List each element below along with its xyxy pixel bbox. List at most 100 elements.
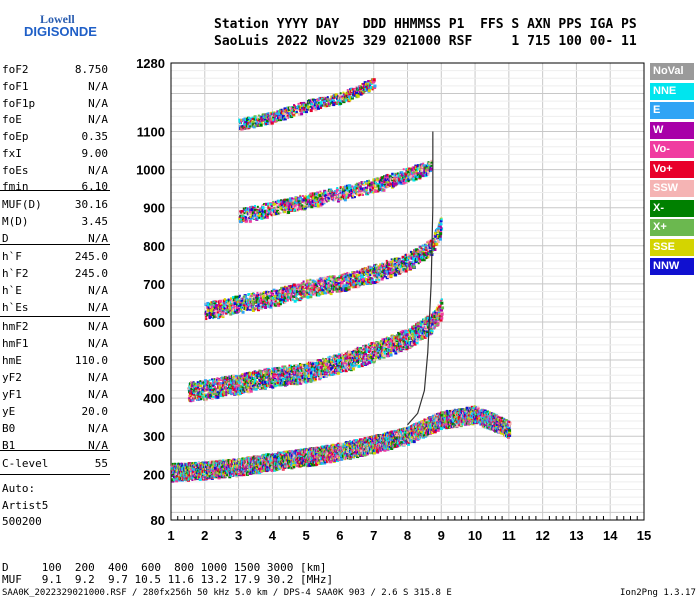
echo-point: [271, 461, 274, 464]
echo-point: [204, 476, 207, 479]
echo-point: [326, 444, 329, 447]
param-name: hmE: [2, 354, 22, 367]
echo-point: [328, 449, 331, 452]
echo-point: [434, 413, 437, 416]
param-value: 8.750: [74, 63, 108, 76]
echo-point: [185, 477, 188, 480]
echo-point: [255, 466, 258, 469]
echo-point: [273, 460, 276, 463]
echo-point: [333, 452, 336, 455]
echo-point: [177, 462, 180, 465]
echo-point: [222, 459, 225, 462]
echo-point: [461, 423, 464, 426]
echo-point: [255, 464, 259, 468]
echo-point: [230, 473, 234, 477]
x-tick-label: 3: [235, 528, 242, 543]
param-row: foEs N/A: [2, 164, 108, 180]
echo-point: [199, 462, 202, 465]
echo-point: [270, 453, 273, 456]
echo-point: [257, 462, 260, 465]
echo-point: [248, 470, 251, 473]
echo-point: [318, 447, 321, 450]
param-name: foF2: [2, 63, 29, 76]
echo-point: [181, 474, 184, 477]
echo-point: [298, 454, 301, 457]
param-name: fmin: [2, 180, 29, 193]
echo-point: [231, 470, 234, 473]
echo-point: [190, 473, 193, 476]
echo-point: [193, 474, 196, 477]
echo-point: [184, 468, 187, 471]
echo-point: [241, 468, 244, 471]
echo-point: [257, 464, 260, 467]
param-row: h`Es N/A: [2, 301, 108, 317]
echo-point: [217, 476, 221, 480]
echo-point: [232, 459, 236, 463]
echo-point: [192, 470, 195, 473]
echo-point: [276, 453, 279, 456]
param-name: foF1: [2, 80, 29, 93]
echo-point: [304, 455, 308, 459]
echo-point: [224, 471, 227, 474]
echo-point: [234, 474, 237, 477]
echo-point: [317, 460, 320, 463]
echo-point: [319, 448, 322, 451]
param-value: 6.10: [81, 180, 109, 193]
echo-point: [283, 462, 286, 465]
echo-point: [254, 468, 257, 471]
echo-point: [287, 465, 290, 468]
echo-point: [309, 451, 312, 454]
param-row: foEp 0.35: [2, 130, 108, 146]
param-name: foEs: [2, 164, 29, 177]
echo-point: [173, 478, 177, 482]
echo-point: [207, 470, 210, 473]
param-value: 55: [94, 457, 108, 470]
echo-point: [281, 453, 284, 456]
echo-point: [181, 477, 184, 480]
echo-point: [172, 475, 175, 478]
echo-point: [446, 409, 449, 412]
echo-point: [191, 462, 194, 465]
param-name: B0: [2, 422, 16, 435]
param-name: h`F: [2, 250, 22, 263]
echo-point: [276, 460, 279, 463]
echo-point: [331, 452, 335, 456]
echo-point: [303, 456, 306, 459]
echo-point: [202, 477, 205, 480]
echo-point: [191, 477, 195, 481]
echo-point: [189, 472, 192, 475]
param-name: M(D): [2, 215, 29, 228]
echo-point: [193, 475, 196, 478]
echo-point: [190, 470, 193, 473]
echo-point: [264, 456, 267, 459]
echo-point: [238, 459, 241, 462]
echo-point: [296, 451, 299, 454]
echo-point: [328, 445, 332, 449]
echo-point: [244, 463, 247, 466]
echo-point: [175, 472, 179, 476]
echo-point: [221, 472, 225, 476]
echo-point: [276, 456, 279, 459]
echo-point: [278, 458, 281, 461]
param-value: 245.0: [74, 250, 108, 263]
x-tick-label: 4: [269, 528, 277, 543]
x-tick-label: 10: [468, 528, 482, 543]
param-row: foF1 N/A: [2, 80, 108, 96]
auto-code: 500200: [2, 515, 42, 528]
echo-point: [253, 469, 256, 472]
echo-point: [213, 473, 216, 476]
echo-point: [307, 460, 310, 463]
echo-point: [227, 459, 231, 463]
param-row: C-level 55: [2, 457, 108, 473]
echo-point: [278, 467, 281, 470]
echo-point: [339, 442, 343, 446]
echo-point: [246, 460, 249, 463]
echo-point: [294, 458, 297, 461]
echo-point: [273, 453, 277, 457]
param-name: yE: [2, 405, 16, 418]
echo-point: [341, 454, 345, 458]
param-name: yF2: [2, 371, 22, 384]
echo-point: [254, 470, 257, 473]
echo-point: [302, 459, 306, 463]
